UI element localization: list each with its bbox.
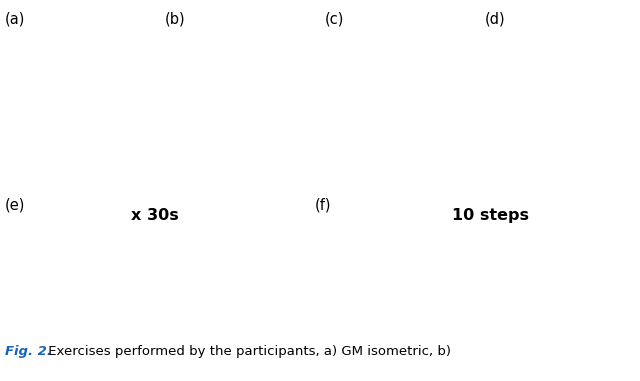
Text: Exercises performed by the participants, a) GM isometric, b): Exercises performed by the participants,… [44, 345, 451, 358]
Bar [160, 4, 320, 182]
Bar [0, 190, 310, 353]
Bar [480, 4, 640, 182]
Text: 10 steps: 10 steps [451, 208, 529, 223]
Text: x 30s: x 30s [131, 208, 179, 223]
Text: (e): (e) [5, 198, 26, 213]
Text: (b): (b) [165, 12, 186, 27]
Bar [320, 4, 480, 182]
Text: (f): (f) [315, 198, 332, 213]
Bar [310, 190, 640, 353]
Bar [0, 4, 160, 182]
Text: (c): (c) [325, 12, 344, 27]
Text: (d): (d) [485, 12, 506, 27]
Text: (a): (a) [5, 12, 26, 27]
Text: Fig. 2.: Fig. 2. [5, 345, 52, 358]
